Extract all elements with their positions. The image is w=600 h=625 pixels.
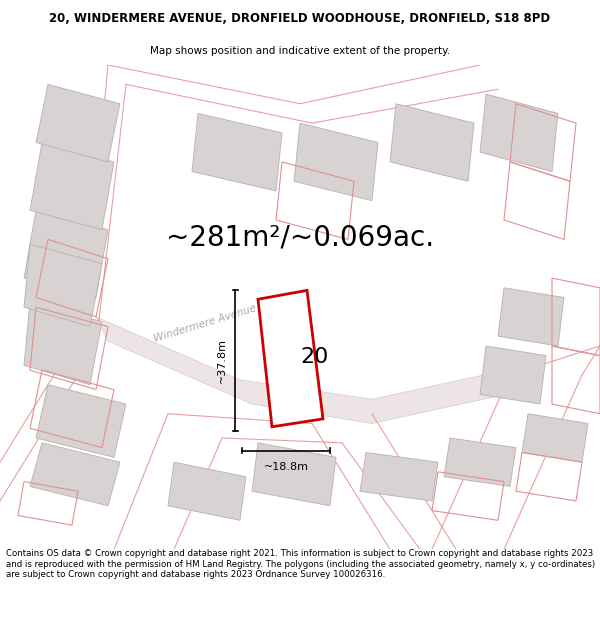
- Polygon shape: [480, 94, 558, 171]
- Polygon shape: [36, 385, 126, 458]
- Polygon shape: [30, 142, 114, 229]
- Polygon shape: [480, 346, 546, 404]
- Polygon shape: [96, 317, 528, 424]
- Polygon shape: [24, 302, 102, 385]
- Polygon shape: [522, 414, 588, 462]
- Text: Windermere Avenue: Windermere Avenue: [152, 304, 257, 344]
- Text: ~18.8m: ~18.8m: [263, 462, 308, 472]
- Text: ~281m²/~0.069ac.: ~281m²/~0.069ac.: [166, 224, 434, 252]
- Text: 20: 20: [301, 347, 329, 367]
- Polygon shape: [252, 442, 336, 506]
- Text: ~37.8m: ~37.8m: [217, 338, 227, 383]
- Polygon shape: [30, 442, 120, 506]
- Polygon shape: [258, 291, 323, 427]
- Polygon shape: [444, 438, 516, 486]
- Polygon shape: [498, 288, 564, 346]
- Text: 20, WINDERMERE AVENUE, DRONFIELD WOODHOUSE, DRONFIELD, S18 8PD: 20, WINDERMERE AVENUE, DRONFIELD WOODHOU…: [49, 12, 551, 25]
- Polygon shape: [24, 244, 102, 326]
- Polygon shape: [168, 462, 246, 520]
- Polygon shape: [192, 114, 282, 191]
- Polygon shape: [390, 104, 474, 181]
- Polygon shape: [36, 84, 120, 162]
- Text: Contains OS data © Crown copyright and database right 2021. This information is : Contains OS data © Crown copyright and d…: [6, 549, 595, 579]
- Polygon shape: [294, 123, 378, 201]
- Polygon shape: [24, 210, 108, 298]
- Text: Map shows position and indicative extent of the property.: Map shows position and indicative extent…: [150, 46, 450, 56]
- Polygon shape: [360, 452, 438, 501]
